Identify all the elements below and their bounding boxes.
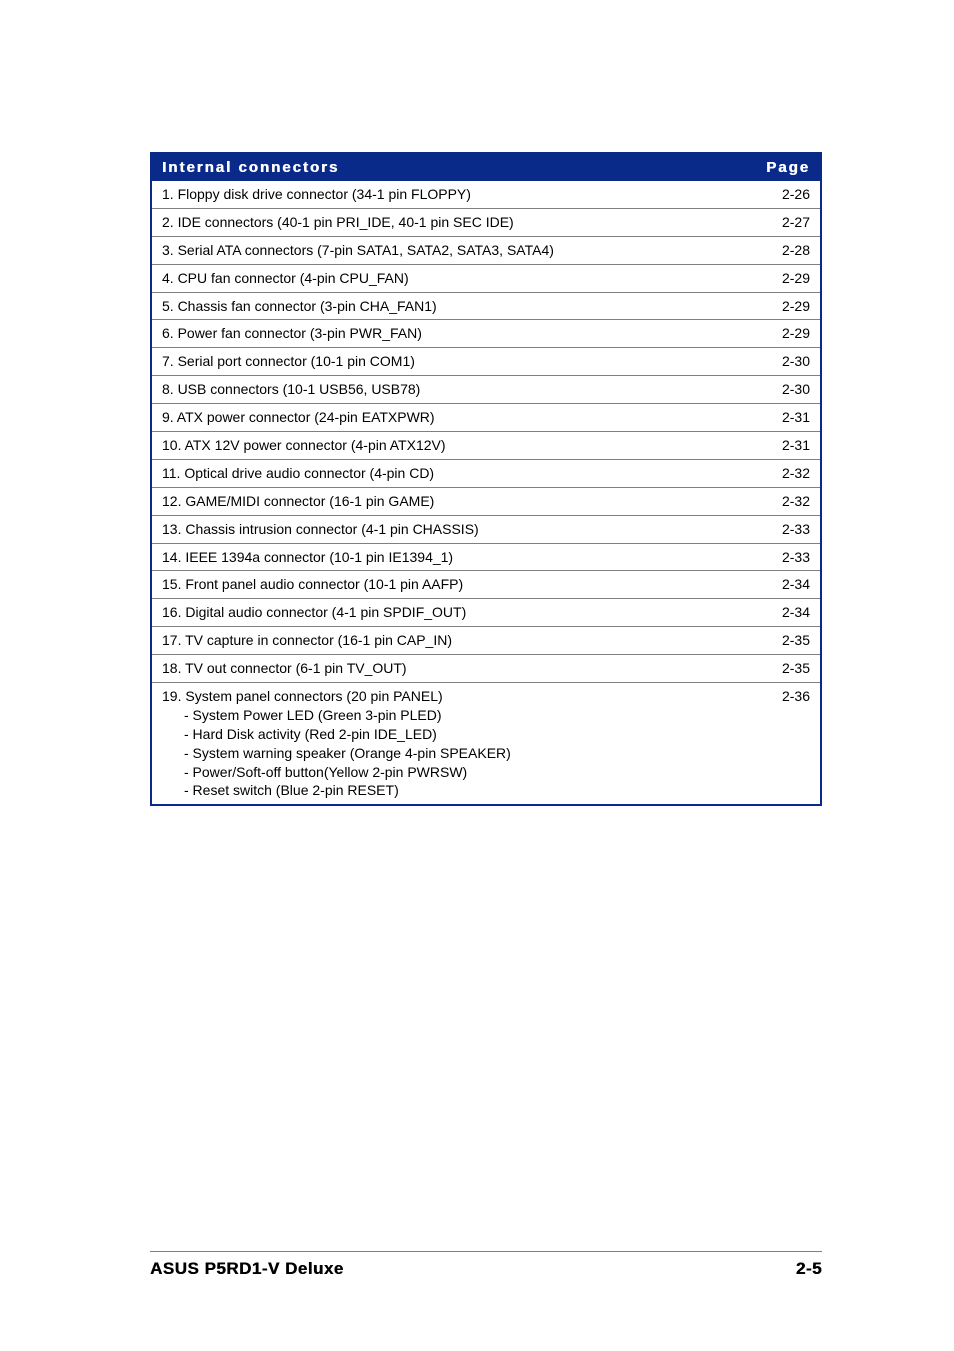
connector-desc: 15. Front panel audio connector (10-1 pi… bbox=[151, 571, 730, 599]
page-ref: 2-35 bbox=[730, 627, 821, 655]
page-ref: 2-34 bbox=[730, 571, 821, 599]
connector-desc: 9. ATX power connector (24-pin EATXPWR) bbox=[151, 404, 730, 432]
table-row: 5. Chassis fan connector (3-pin CHA_FAN1… bbox=[151, 292, 821, 320]
connector-desc: 17. TV capture in connector (16-1 pin CA… bbox=[151, 627, 730, 655]
connector-desc: 19. System panel connectors (20 pin PANE… bbox=[151, 683, 730, 806]
table-row: 4. CPU fan connector (4-pin CPU_FAN)2-29 bbox=[151, 264, 821, 292]
connector-sub-line: - Power/Soft-off button(Yellow 2-pin PWR… bbox=[162, 763, 720, 782]
connector-sub-line: - System Power LED (Green 3-pin PLED) bbox=[162, 706, 720, 725]
table-header-row: Internal connectors Page bbox=[151, 153, 821, 181]
page-ref: 2-29 bbox=[730, 264, 821, 292]
page-ref: 2-35 bbox=[730, 655, 821, 683]
connector-main-line: 19. System panel connectors (20 pin PANE… bbox=[162, 688, 443, 704]
connector-desc: 3. Serial ATA connectors (7-pin SATA1, S… bbox=[151, 236, 730, 264]
connector-desc: 2. IDE connectors (40-1 pin PRI_IDE, 40-… bbox=[151, 208, 730, 236]
connector-desc: 14. IEEE 1394a connector (10-1 pin IE139… bbox=[151, 543, 730, 571]
connector-desc: 13. Chassis intrusion connector (4-1 pin… bbox=[151, 515, 730, 543]
page-ref: 2-30 bbox=[730, 348, 821, 376]
table-header-left: Internal connectors bbox=[151, 153, 730, 181]
table-row: 18. TV out connector (6-1 pin TV_OUT)2-3… bbox=[151, 655, 821, 683]
connector-desc: 10. ATX 12V power connector (4-pin ATX12… bbox=[151, 432, 730, 460]
table-row: 19. System panel connectors (20 pin PANE… bbox=[151, 683, 821, 806]
connector-desc: 18. TV out connector (6-1 pin TV_OUT) bbox=[151, 655, 730, 683]
footer-right: 2-5 bbox=[796, 1259, 822, 1279]
table-row: 9. ATX power connector (24-pin EATXPWR)2… bbox=[151, 404, 821, 432]
table-header-right: Page bbox=[730, 153, 821, 181]
connector-desc: 11. Optical drive audio connector (4-pin… bbox=[151, 459, 730, 487]
connector-desc: 6. Power fan connector (3-pin PWR_FAN) bbox=[151, 320, 730, 348]
table-row: 8. USB connectors (10-1 USB56, USB78)2-3… bbox=[151, 376, 821, 404]
table-row: 1. Floppy disk drive connector (34-1 pin… bbox=[151, 181, 821, 208]
table-row: 12. GAME/MIDI connector (16-1 pin GAME)2… bbox=[151, 487, 821, 515]
connector-desc: 5. Chassis fan connector (3-pin CHA_FAN1… bbox=[151, 292, 730, 320]
page-ref: 2-32 bbox=[730, 459, 821, 487]
page-ref: 2-32 bbox=[730, 487, 821, 515]
table-row: 7. Serial port connector (10-1 pin COM1)… bbox=[151, 348, 821, 376]
table-row: 6. Power fan connector (3-pin PWR_FAN)2-… bbox=[151, 320, 821, 348]
connector-sub-line: - System warning speaker (Orange 4-pin S… bbox=[162, 744, 720, 763]
connector-sub-line: - Reset switch (Blue 2-pin RESET) bbox=[162, 781, 720, 800]
connector-desc: 16. Digital audio connector (4-1 pin SPD… bbox=[151, 599, 730, 627]
table-row: 11. Optical drive audio connector (4-pin… bbox=[151, 459, 821, 487]
document-page: Internal connectors Page 1. Floppy disk … bbox=[0, 0, 954, 1351]
table-body: 1. Floppy disk drive connector (34-1 pin… bbox=[151, 181, 821, 805]
footer-left: ASUS P5RD1-V Deluxe bbox=[150, 1259, 344, 1279]
page-ref: 2-31 bbox=[730, 404, 821, 432]
page-ref: 2-28 bbox=[730, 236, 821, 264]
connector-desc: 4. CPU fan connector (4-pin CPU_FAN) bbox=[151, 264, 730, 292]
page-ref: 2-36 bbox=[730, 683, 821, 806]
page-ref: 2-29 bbox=[730, 320, 821, 348]
connector-desc: 8. USB connectors (10-1 USB56, USB78) bbox=[151, 376, 730, 404]
table-row: 14. IEEE 1394a connector (10-1 pin IE139… bbox=[151, 543, 821, 571]
page-ref: 2-31 bbox=[730, 432, 821, 460]
page-ref: 2-33 bbox=[730, 515, 821, 543]
page-ref: 2-29 bbox=[730, 292, 821, 320]
page-ref: 2-34 bbox=[730, 599, 821, 627]
internal-connectors-table: Internal connectors Page 1. Floppy disk … bbox=[150, 152, 822, 806]
connector-desc: 1. Floppy disk drive connector (34-1 pin… bbox=[151, 181, 730, 208]
table-row: 2. IDE connectors (40-1 pin PRI_IDE, 40-… bbox=[151, 208, 821, 236]
table-row: 15. Front panel audio connector (10-1 pi… bbox=[151, 571, 821, 599]
connector-desc: 7. Serial port connector (10-1 pin COM1) bbox=[151, 348, 730, 376]
connector-sub-line: - Hard Disk activity (Red 2-pin IDE_LED) bbox=[162, 725, 720, 744]
page-ref: 2-30 bbox=[730, 376, 821, 404]
table-row: 10. ATX 12V power connector (4-pin ATX12… bbox=[151, 432, 821, 460]
table-row: 16. Digital audio connector (4-1 pin SPD… bbox=[151, 599, 821, 627]
table-row: 13. Chassis intrusion connector (4-1 pin… bbox=[151, 515, 821, 543]
page-ref: 2-33 bbox=[730, 543, 821, 571]
page-footer: ASUS P5RD1-V Deluxe 2-5 bbox=[150, 1251, 822, 1279]
page-ref: 2-26 bbox=[730, 181, 821, 208]
page-ref: 2-27 bbox=[730, 208, 821, 236]
table-row: 3. Serial ATA connectors (7-pin SATA1, S… bbox=[151, 236, 821, 264]
table-row: 17. TV capture in connector (16-1 pin CA… bbox=[151, 627, 821, 655]
connector-desc: 12. GAME/MIDI connector (16-1 pin GAME) bbox=[151, 487, 730, 515]
